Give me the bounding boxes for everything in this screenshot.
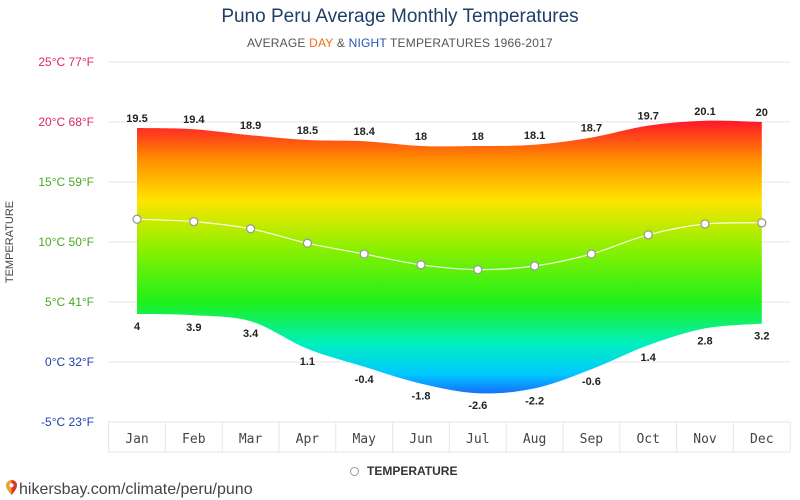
subtitle-amp: & xyxy=(333,36,349,50)
average-point[interactable] xyxy=(529,261,540,271)
x-tick-label: Feb xyxy=(182,432,206,447)
night-value-label: 1.1 xyxy=(300,356,315,368)
x-tick-label: Jul xyxy=(466,432,489,447)
x-tick-label: Jan xyxy=(125,432,148,447)
y-tick-label: 5°C 41°F xyxy=(45,295,94,309)
average-temperature-line xyxy=(136,218,762,271)
average-point[interactable] xyxy=(132,214,142,224)
chart-title: Puno Peru Average Monthly Temperatures xyxy=(221,6,579,27)
average-point[interactable] xyxy=(757,218,767,228)
source-link[interactable]: hikersbay.com/climate/peru/puno xyxy=(6,480,253,500)
day-value-label: 18.1 xyxy=(524,130,545,142)
night-value-label: -0.4 xyxy=(355,374,375,386)
day-value-label: 18 xyxy=(415,131,427,143)
y-tick-label: 15°C 59°F xyxy=(38,175,94,189)
average-point[interactable] xyxy=(416,260,426,270)
x-tick-label: Sep xyxy=(580,432,604,447)
x-tick-label: Jun xyxy=(409,432,432,447)
average-point[interactable] xyxy=(700,219,710,229)
day-value-label: 20.1 xyxy=(694,106,715,118)
day-value-label: 19.4 xyxy=(183,114,205,126)
night-value-label: -1.8 xyxy=(412,391,431,403)
subtitle-day: DAY xyxy=(309,36,334,50)
day-value-label: 18.9 xyxy=(240,120,261,132)
average-point[interactable] xyxy=(189,216,199,227)
average-point[interactable] xyxy=(359,249,369,259)
night-value-label: 4 xyxy=(134,321,141,333)
y-tick-label: 0°C 32°F xyxy=(45,355,94,369)
y-tick-label: 20°C 68°F xyxy=(38,115,94,129)
map-pin-icon xyxy=(6,480,17,500)
x-tick-label: Oct xyxy=(636,432,659,447)
night-value-label: 1.4 xyxy=(641,352,657,364)
night-value-label: -0.6 xyxy=(582,376,601,388)
day-value-label: 18.4 xyxy=(353,126,375,138)
night-value-label: 3.2 xyxy=(754,331,769,343)
source-url: hikersbay.com/climate/peru/puno xyxy=(19,481,253,498)
y-tick-label: -5°C 23°F xyxy=(41,415,94,429)
y-tick-label: 10°C 50°F xyxy=(38,235,94,249)
average-point[interactable] xyxy=(643,230,653,240)
subtitle-suffix: TEMPERATURES 1966-2017 xyxy=(386,36,553,50)
day-value-label: 18 xyxy=(472,131,484,143)
night-value-label: -2.6 xyxy=(468,400,487,412)
subtitle-night: NIGHT xyxy=(348,36,387,50)
subtitle-prefix: AVERAGE xyxy=(247,36,310,50)
average-point[interactable] xyxy=(302,238,313,248)
x-tick-label: May xyxy=(352,432,376,447)
x-tick-label: Dec xyxy=(750,432,773,447)
night-value-label: -2.2 xyxy=(525,395,544,407)
y-tick-label: 25°C 77°F xyxy=(38,55,94,69)
average-point[interactable] xyxy=(586,249,597,259)
day-value-label: 20 xyxy=(756,107,768,119)
legend-label: TEMPERATURE xyxy=(367,464,458,478)
chart-legend[interactable]: TEMPERATURE xyxy=(350,464,457,478)
x-tick-label: Nov xyxy=(693,432,717,447)
day-value-label: 19.5 xyxy=(126,113,147,125)
x-tick-label: Mar xyxy=(239,432,263,447)
average-point[interactable] xyxy=(473,264,483,275)
temperature-range-area xyxy=(137,120,762,394)
day-value-label: 18.5 xyxy=(297,125,318,137)
night-value-label: 2.8 xyxy=(697,335,712,347)
night-value-label: 3.9 xyxy=(186,322,201,334)
night-value-label: 3.4 xyxy=(243,328,259,340)
chart-subtitle: AVERAGE DAY & NIGHT TEMPERATURES 1966-20… xyxy=(0,36,800,50)
day-value-label: 18.7 xyxy=(581,123,602,135)
legend-marker-icon xyxy=(350,466,359,476)
x-tick-label: Apr xyxy=(296,432,320,447)
x-tick-label: Aug xyxy=(523,432,546,447)
day-value-label: 19.7 xyxy=(637,111,658,123)
average-point[interactable] xyxy=(245,224,256,234)
